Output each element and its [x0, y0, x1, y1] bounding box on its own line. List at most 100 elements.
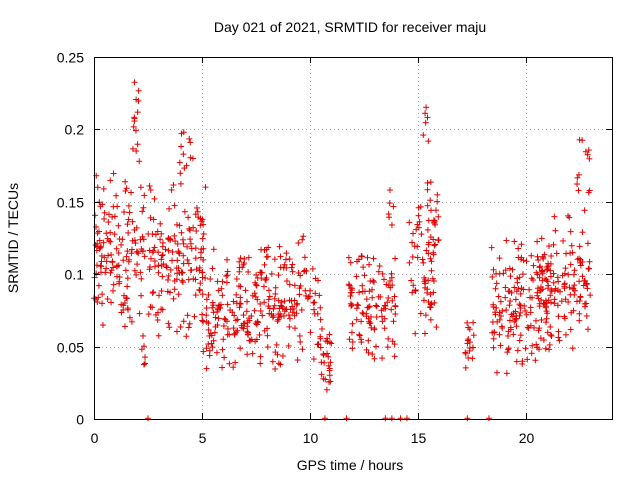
data-point [428, 207, 435, 214]
y-tick-label: 0 [76, 412, 84, 428]
data-point [520, 271, 527, 278]
data-point [224, 301, 231, 308]
data-point [517, 290, 524, 297]
data-point [272, 284, 279, 291]
data-point [286, 315, 293, 322]
data-point [180, 240, 187, 247]
data-point [271, 295, 278, 302]
data-point [165, 247, 172, 254]
data-point [97, 244, 104, 251]
data-point [280, 312, 287, 319]
data-point [363, 296, 370, 303]
data-point [425, 250, 432, 257]
data-point [109, 259, 116, 266]
data-point [584, 240, 591, 247]
data-point [141, 192, 148, 199]
data-point [368, 324, 375, 331]
data-point [205, 320, 212, 327]
data-point [105, 219, 112, 226]
data-point [219, 364, 226, 371]
data-point [188, 245, 195, 252]
data-point [370, 255, 377, 262]
data-point [378, 307, 385, 314]
data-point [108, 299, 115, 306]
data-point [199, 235, 206, 242]
data-point [367, 320, 374, 327]
data-point [544, 285, 551, 292]
data-point [187, 154, 194, 161]
data-point [264, 332, 271, 339]
data-point [110, 281, 117, 288]
data-point [315, 341, 322, 348]
data-point [373, 314, 380, 321]
data-point [184, 312, 191, 319]
data-point [345, 281, 352, 288]
data-point [388, 221, 395, 228]
data-point [103, 258, 110, 265]
data-point [179, 236, 186, 243]
data-point [586, 265, 593, 272]
data-point [414, 254, 421, 261]
data-point [546, 346, 553, 353]
data-point [424, 202, 431, 209]
x-axis-label: GPS time / hours [297, 457, 404, 473]
data-point [191, 313, 198, 320]
data-point [548, 288, 555, 295]
data-point [298, 306, 305, 313]
data-point [538, 316, 545, 323]
data-point [412, 287, 419, 294]
data-point [464, 340, 471, 347]
data-point [120, 209, 127, 216]
data-point [110, 170, 117, 177]
data-point [550, 279, 557, 286]
data-point [577, 294, 584, 301]
data-point [232, 359, 239, 366]
data-point [548, 286, 555, 293]
data-point [567, 228, 574, 235]
data-point [420, 132, 427, 139]
data-point [543, 319, 550, 326]
data-point [365, 349, 372, 356]
data-point [539, 253, 546, 260]
data-point [165, 320, 172, 327]
data-point [318, 371, 325, 378]
data-point [205, 341, 212, 348]
data-point [382, 415, 389, 422]
data-point [358, 318, 365, 325]
data-point [136, 310, 143, 317]
data-point [124, 305, 131, 312]
data-point [107, 177, 114, 184]
data-point [286, 281, 293, 288]
data-point [492, 311, 499, 318]
data-point [420, 259, 427, 266]
data-point [149, 249, 156, 256]
data-point [466, 344, 473, 351]
data-point [470, 344, 477, 351]
data-point [513, 323, 520, 330]
data-point [325, 362, 332, 369]
data-point [556, 337, 563, 344]
data-point [258, 269, 265, 276]
data-point [496, 255, 503, 262]
y-tick-label: 0.2 [65, 122, 85, 138]
data-point [178, 269, 185, 276]
data-point [257, 300, 264, 307]
data-point [309, 265, 316, 272]
data-point [513, 358, 520, 365]
data-point [133, 96, 140, 103]
data-point [355, 302, 362, 309]
data-point [243, 308, 250, 315]
data-point [122, 187, 129, 194]
data-point [302, 287, 309, 294]
data-point [262, 276, 269, 283]
data-point [530, 277, 537, 284]
data-point [563, 250, 570, 257]
data-point [120, 306, 127, 313]
data-point [224, 325, 231, 332]
data-point [568, 242, 575, 249]
data-point [575, 187, 582, 194]
data-point [285, 312, 292, 319]
data-point [236, 268, 243, 275]
data-point [197, 280, 204, 287]
data-point [392, 303, 399, 310]
